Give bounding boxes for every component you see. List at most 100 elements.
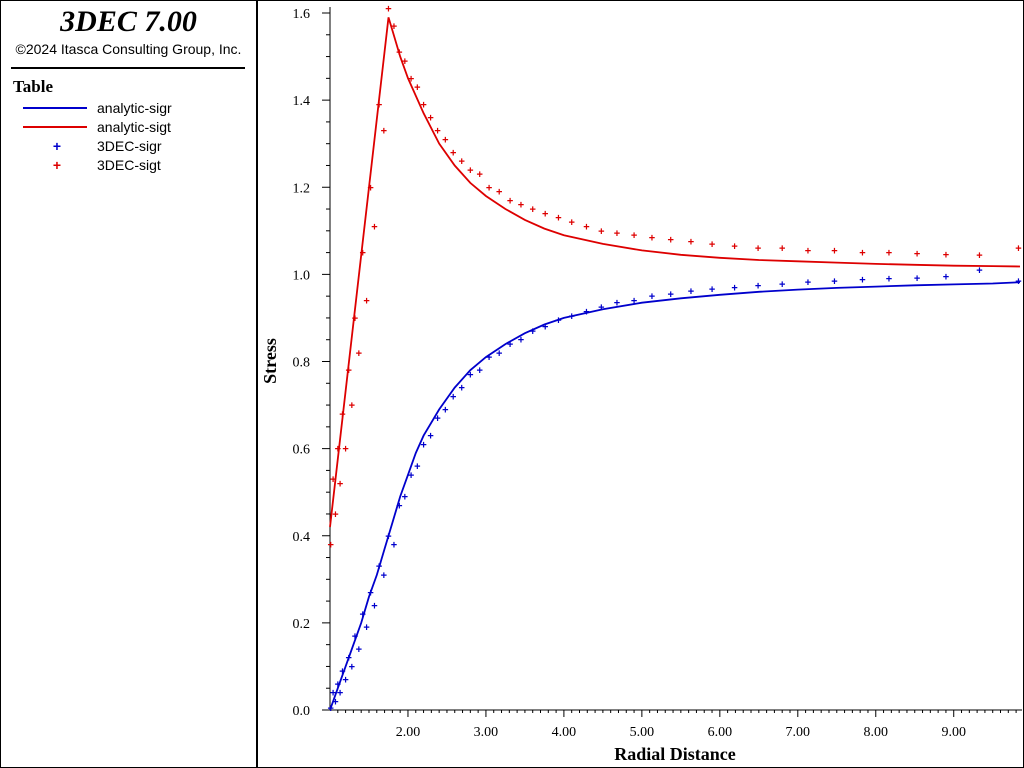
- data-point-3dec-sigr: +: [583, 306, 589, 318]
- y-tick-label: 0.2: [293, 617, 311, 632]
- app-title: 3DEC 7.00: [60, 5, 197, 38]
- data-point-3dec-sigr: +: [414, 461, 420, 473]
- data-point-3dec-sigt: +: [328, 539, 334, 551]
- data-point-3dec-sigt: +: [371, 221, 377, 233]
- data-point-3dec-sigr: +: [976, 265, 982, 277]
- data-point-3dec-sigr: +: [360, 609, 366, 621]
- plus-marker-icon: +: [52, 157, 62, 173]
- y-tick-label: 0.6: [293, 443, 311, 458]
- data-point-3dec-sigr: +: [779, 279, 785, 291]
- data-point-3dec-sigr: +: [507, 339, 513, 351]
- y-tick-label: 1.0: [293, 268, 311, 283]
- legend-line-swatch: [23, 107, 87, 109]
- data-point-3dec-sigr: +: [345, 653, 351, 665]
- data-point-3dec-sigr: +: [420, 439, 426, 451]
- data-point-3dec-sigr: +: [339, 666, 345, 678]
- data-point-3dec-sigt: +: [518, 200, 524, 212]
- data-point-3dec-sigt: +: [414, 82, 420, 94]
- series-layer: ++++++++++++++++++++++++++++++ ++ ++ ++ ++ + +…: [328, 4, 1022, 715]
- data-point-3dec-sigt: +: [434, 126, 440, 138]
- y-tick-label: 0.0: [293, 704, 311, 719]
- y-tick-label: 1.2: [293, 181, 311, 196]
- data-point-3dec-sigr: +: [886, 274, 892, 286]
- data-point-3dec-sigr: +: [328, 703, 334, 715]
- data-point-3dec-sigt: +: [568, 217, 574, 229]
- data-point-3dec-sigt: +: [330, 474, 336, 486]
- data-point-3dec-sigt: +: [396, 47, 402, 59]
- x-tick-label: 9.00: [941, 725, 966, 740]
- data-point-3dec-sigt: +: [688, 237, 694, 249]
- data-point-3dec-sigr: +: [467, 370, 473, 382]
- legend-label: 3DEC-sigt: [97, 157, 161, 173]
- data-point-3dec-sigr: +: [529, 326, 535, 338]
- stress-chart: 0.0 0.2 0.4 0.6 0.8 1.0 1.2 1.4 1.6 2.00 3.00 4.00 5…: [260, 4, 1022, 764]
- legend-label: 3DEC-sigr: [97, 138, 162, 154]
- data-point-3dec-sigt: +: [363, 296, 369, 308]
- data-point-3dec-sigr: +: [442, 404, 448, 416]
- data-point-3dec-sigr: +: [396, 500, 402, 512]
- x-tick-label: 3.00: [474, 725, 499, 740]
- data-point-3dec-sigr: +: [363, 622, 369, 634]
- data-point-3dec-sigt: +: [555, 213, 561, 225]
- data-point-3dec-sigt: +: [356, 348, 362, 360]
- data-point-3dec-sigt: +: [542, 208, 548, 220]
- data-point-3dec-sigr: +: [434, 413, 440, 425]
- data-point-3dec-sigr: +: [356, 644, 362, 656]
- data-point-3dec-sigr: +: [371, 600, 377, 612]
- legend-label: analytic-sigr: [97, 100, 172, 116]
- data-point-3dec-sigt: +: [667, 235, 673, 247]
- series-line-analytic-sigt: [329, 17, 1021, 528]
- data-point-3dec-sigt: +: [649, 232, 655, 244]
- y-tick-label: 0.4: [293, 530, 311, 545]
- data-point-3dec-sigt: +: [1015, 243, 1021, 255]
- data-point-3dec-sigr: +: [518, 335, 524, 347]
- data-point-3dec-sigr: +: [805, 277, 811, 289]
- data-point-3dec-sigr: +: [496, 348, 502, 360]
- data-point-3dec-sigt: +: [339, 409, 345, 421]
- data-point-3dec-sigt: +: [360, 248, 366, 260]
- data-point-3dec-sigt: +: [859, 248, 865, 260]
- data-point-3dec-sigt: +: [349, 400, 355, 412]
- data-point-3dec-sigt: +: [467, 165, 473, 177]
- data-point-3dec-sigr: +: [381, 570, 387, 582]
- x-tick-label: 2.00: [396, 725, 421, 740]
- data-point-3dec-sigt: +: [583, 221, 589, 233]
- data-point-3dec-sigr: +: [376, 561, 382, 573]
- x-tick-label: 5.00: [630, 725, 655, 740]
- data-point-3dec-sigr: +: [731, 282, 737, 294]
- data-point-3dec-sigt: +: [976, 250, 982, 262]
- data-point-3dec-sigr: +: [943, 272, 949, 284]
- data-point-3dec-sigr: +: [1015, 276, 1021, 288]
- series-line-analytic-sigr: [329, 281, 1021, 711]
- y-tick-label: 1.4: [293, 94, 311, 109]
- data-point-3dec-sigr: +: [914, 273, 920, 285]
- data-point-3dec-sigt: +: [332, 509, 338, 521]
- data-point-3dec-sigr: +: [330, 688, 336, 700]
- data-point-3dec-sigr: +: [367, 587, 373, 599]
- legend-line-swatch: [23, 126, 87, 128]
- x-tick-label: 8.00: [864, 725, 889, 740]
- data-point-3dec-sigr: +: [755, 280, 761, 292]
- x-tick-label: 6.00: [708, 725, 733, 740]
- data-point-3dec-sigt: +: [408, 73, 414, 85]
- data-point-3dec-sigr: +: [459, 383, 465, 395]
- data-point-3dec-sigr: +: [337, 688, 343, 700]
- data-point-3dec-sigt: +: [755, 243, 761, 255]
- data-point-3dec-sigr: +: [427, 431, 433, 443]
- data-point-3dec-sigr: +: [831, 276, 837, 288]
- data-point-3dec-sigt: +: [731, 241, 737, 253]
- data-point-3dec-sigr: +: [859, 275, 865, 287]
- data-point-3dec-sigt: +: [914, 248, 920, 260]
- data-point-3dec-sigt: +: [886, 248, 892, 260]
- data-point-3dec-sigr: +: [385, 531, 391, 543]
- data-point-3dec-sigr: +: [408, 470, 414, 482]
- data-point-3dec-sigr: +: [649, 291, 655, 303]
- data-point-3dec-sigr: +: [402, 492, 408, 504]
- data-point-3dec-sigt: +: [450, 147, 456, 159]
- x-tick-label: 4.00: [552, 725, 577, 740]
- x-axis-title: Radial Distance: [614, 744, 736, 764]
- data-point-3dec-sigr: +: [476, 365, 482, 377]
- y-tick-label: 1.6: [293, 7, 311, 22]
- data-point-3dec-sigr: +: [450, 391, 456, 403]
- data-point-3dec-sigr: +: [349, 661, 355, 673]
